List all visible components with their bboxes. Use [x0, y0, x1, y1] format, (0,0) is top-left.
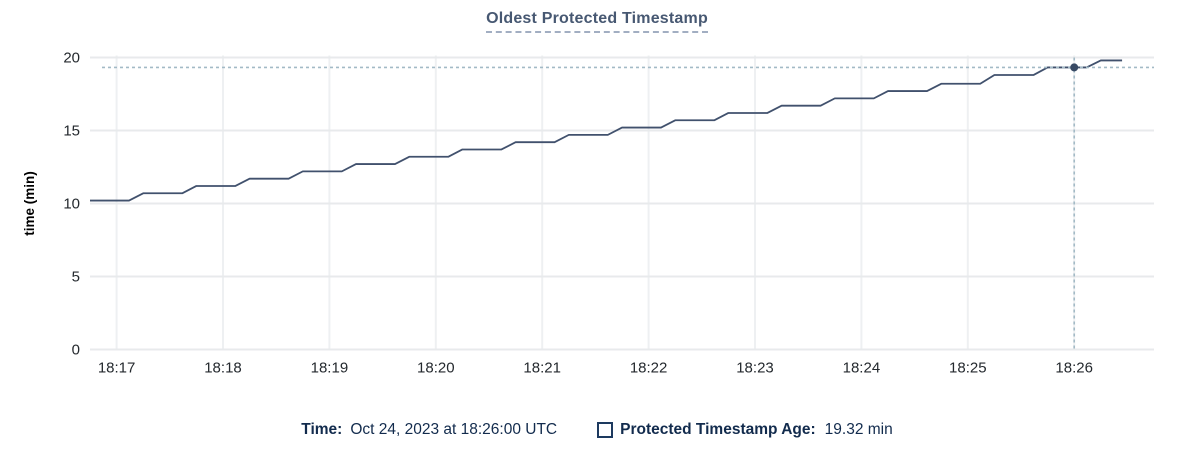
series-swatch-icon	[597, 422, 614, 438]
x-tick-label: 18:20	[417, 360, 455, 377]
x-tick-label: 18:26	[1055, 360, 1093, 377]
x-tick-label: 18:24	[843, 360, 881, 377]
data-point-marker	[1070, 63, 1079, 72]
footer-time-value: Oct 24, 2023 at 18:26:00 UTC	[350, 421, 558, 438]
y-axis-title: time (min)	[22, 171, 37, 236]
x-tick-label: 18:17	[98, 360, 136, 377]
footer-time-label: Time:	[301, 421, 343, 438]
x-tick-label: 18:19	[311, 360, 349, 377]
y-tick-label: 5	[72, 269, 80, 286]
x-tick-label: 18:25	[949, 360, 987, 377]
x-tick-label: 18:23	[736, 360, 774, 377]
legend-series-value: 19.32 min	[824, 421, 893, 438]
x-tick-label: 18:21	[523, 360, 561, 377]
chart-footer-legend: Time: Oct 24, 2023 at 18:26:00 UTC Prote…	[0, 421, 1194, 439]
timeseries-plot-area[interactable]: 0 5 10 15 20 18:17 18:18 18:19 18:20 18:21 18:22 18…	[0, 0, 1194, 410]
chart-title[interactable]: Oldest Protected Timestamp	[486, 10, 708, 33]
legend-series-label: Protected Timestamp Age:	[620, 421, 816, 438]
y-tick-label: 15	[63, 123, 80, 140]
y-tick-label: 0	[72, 342, 80, 359]
series-line	[90, 59, 1123, 202]
legend-item-protected-timestamp-age[interactable]: Protected Timestamp Age: 19.32 min	[597, 421, 893, 439]
x-tick-label: 18:18	[204, 360, 242, 377]
x-tick-label: 18:22	[630, 360, 668, 377]
y-tick-label: 20	[63, 50, 80, 67]
y-tick-label: 10	[63, 196, 80, 213]
chart-title-row: Oldest Protected Timestamp	[0, 10, 1194, 33]
